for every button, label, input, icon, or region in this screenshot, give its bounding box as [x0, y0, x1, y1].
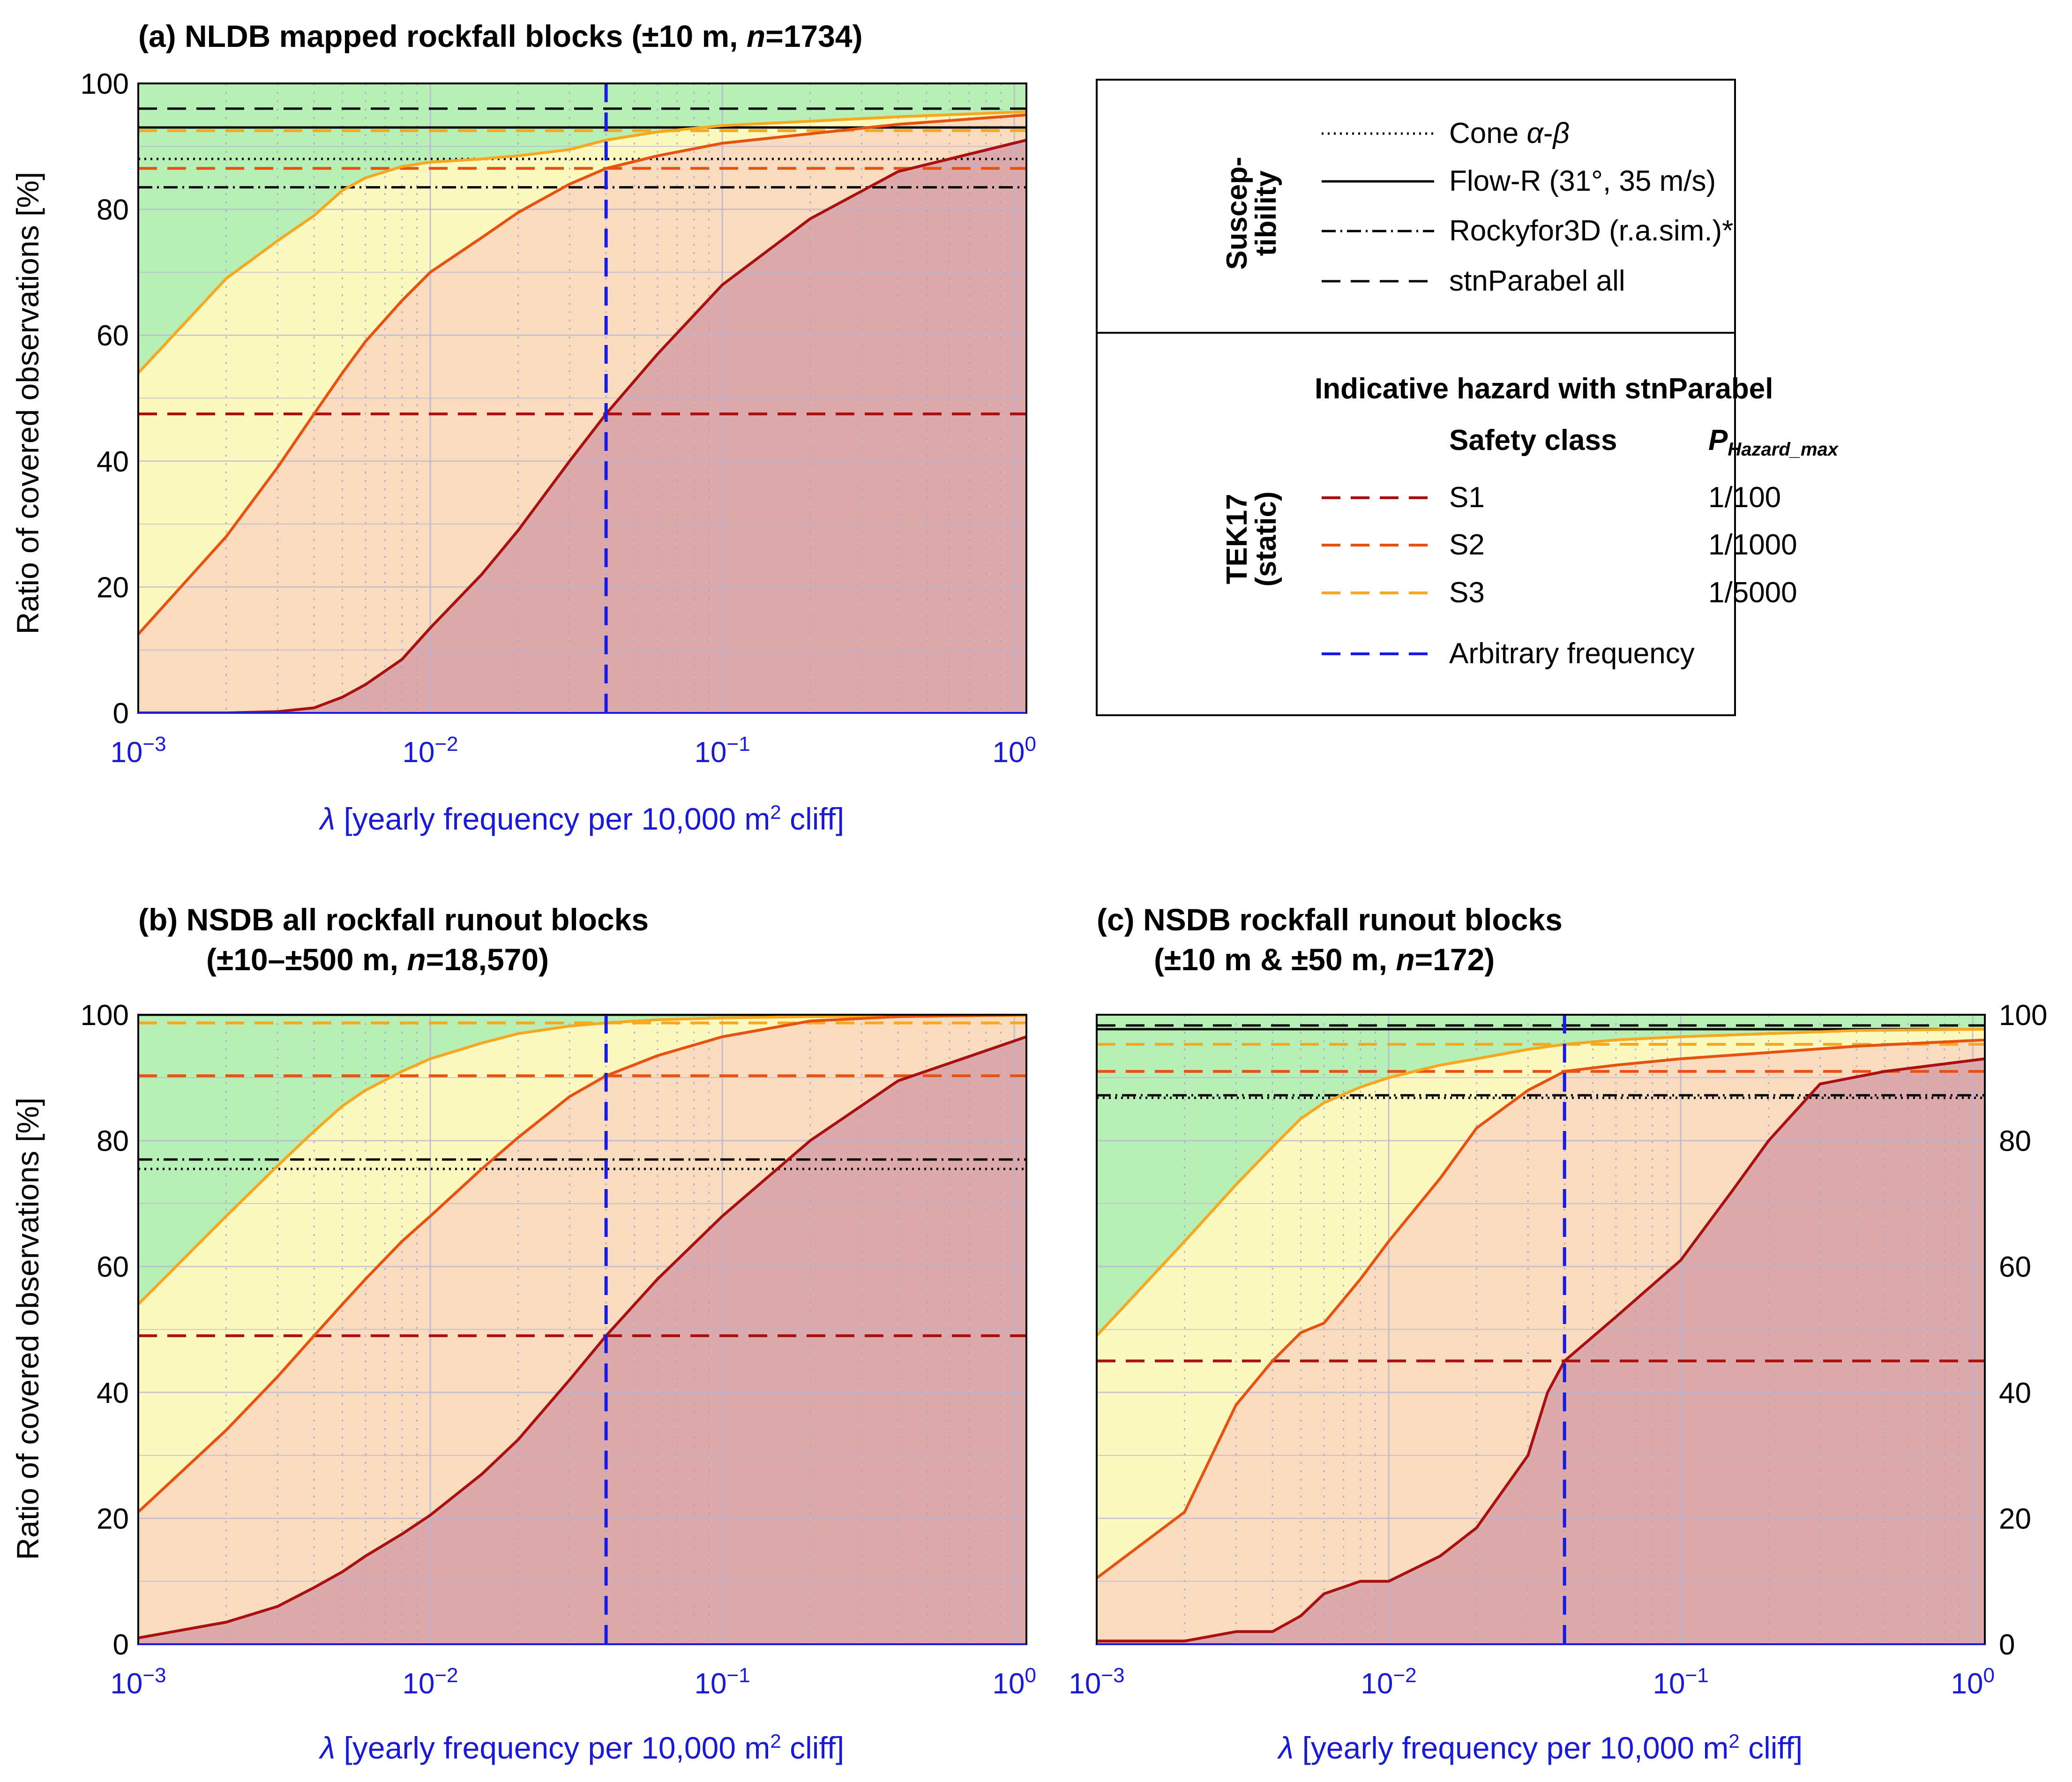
y-tick-label-a: 20 — [97, 571, 129, 604]
panel-b-title-line1: (b) NSDB all rockfall runout blocks — [138, 902, 649, 937]
y-tick-label-b: 100 — [81, 999, 129, 1032]
y-tick-label-a: 100 — [81, 68, 129, 100]
x-axis-label-a: λ [yearly frequency per 10,000 m2 cliff] — [319, 801, 845, 837]
x-tick-label-c: 10−2 — [1361, 1664, 1416, 1700]
y-tick-label-c: 40 — [1999, 1377, 2031, 1409]
y-tick-label-b: 60 — [97, 1251, 129, 1283]
series-s1-b — [138, 1035, 1026, 1640]
y-tick-label-a: 40 — [97, 446, 129, 478]
panel-c-title-line2: (±10 m & ±50 m, n=172) — [1154, 942, 1495, 977]
series-s3-b — [138, 1015, 1026, 1305]
y-tick-label-c: 100 — [1999, 999, 2047, 1032]
x-tick-label-c: 10−1 — [1653, 1664, 1709, 1700]
x-tick-label-b: 10−3 — [110, 1664, 166, 1700]
plot-c: 0 20 40 60 80 100 10−3 10−2 10−1 100 — [1069, 999, 2047, 1700]
y-axis-label-a: Ratio of covered observations [%] — [10, 172, 45, 635]
panel-b-title-line2: (±10–±500 m, n=18,570) — [206, 942, 549, 977]
series-s1-c — [1097, 1057, 1985, 1643]
y-tick-label-a: 80 — [97, 194, 129, 226]
legend-stn-label: stnParabel all — [1449, 265, 1625, 297]
series-s2-a — [138, 113, 1026, 636]
plot-area-c — [1097, 1015, 1985, 1644]
legend-arb-label: Arbitrary frequency — [1449, 637, 1695, 670]
x-axis-label-b: λ [yearly frequency per 10,000 m2 cliff] — [319, 1730, 845, 1766]
y-tick-label-b: 20 — [97, 1503, 129, 1535]
legend-box — [1096, 79, 1736, 716]
x-tick-label-a: 10−2 — [402, 733, 458, 769]
y-axis-label-b: Ratio of covered observations [%] — [10, 1098, 45, 1560]
series-s1-a — [138, 138, 1026, 713]
legend-s1-label: S1 — [1449, 481, 1485, 514]
x-tick-label-c: 100 — [1951, 1664, 1994, 1700]
y-tick-label-a: 60 — [97, 320, 129, 352]
y-tick-label-c: 60 — [1999, 1251, 2031, 1283]
panel-c: (c) NSDB rockfall runout blocks (±10 m &… — [1069, 902, 2047, 1765]
legend-cone-label: Cone α-β — [1449, 117, 1570, 150]
legend-s3-p: 1/5000 — [1708, 577, 1797, 609]
y-tick-label-c: 0 — [1999, 1629, 2015, 1661]
legend-s2-p: 1/1000 — [1708, 529, 1797, 561]
panel-b: (b) NSDB all rockfall runout blocks (±10… — [10, 902, 1036, 1765]
y-tick-label-c: 20 — [1999, 1503, 2031, 1535]
series-s2-b — [138, 1015, 1026, 1513]
legend-p-header: PHazard_max — [1708, 424, 1839, 460]
x-axis-label-c: λ [yearly frequency per 10,000 m2 cliff] — [1277, 1730, 1803, 1766]
y-tick-label-b: 0 — [113, 1629, 129, 1661]
x-tick-label-b: 100 — [992, 1664, 1036, 1700]
y-tick-label-a: 0 — [113, 697, 129, 730]
x-tick-label-b: 10−1 — [695, 1664, 750, 1700]
fill-below-s1-b — [138, 1037, 1026, 1644]
legend-group1-label: Suscep-tibility — [1221, 157, 1282, 270]
panel-a-title: (a) NLDB mapped rockfall blocks (±10 m, … — [138, 19, 863, 53]
plot-a: 0 20 40 60 80 100 10−3 10−2 10−1 100 — [81, 68, 1036, 769]
legend-rocky-label: Rockyfor3D (r.a.sim.)* — [1449, 215, 1733, 247]
fill-below-s1-a — [138, 140, 1026, 713]
x-tick-label-a: 10−3 — [110, 733, 166, 769]
legend-safety-header: Safety class — [1449, 424, 1617, 457]
legend-flowr-label: Flow-R (31°, 35 m/s) — [1449, 165, 1716, 197]
fill-below-s1-c — [1097, 1059, 1985, 1644]
plot-area-b — [138, 1015, 1026, 1644]
x-tick-label-c: 10−3 — [1069, 1664, 1124, 1700]
x-tick-label-b: 10−2 — [402, 1664, 458, 1700]
panel-c-title-line1: (c) NSDB rockfall runout blocks — [1097, 902, 1563, 937]
x-tick-label-a: 10−1 — [695, 733, 750, 769]
y-tick-label-c: 80 — [1999, 1125, 2031, 1158]
x-tick-label-a: 100 — [992, 733, 1036, 769]
legend-s2-label: S2 — [1449, 529, 1485, 561]
legend-hazard-title: Indicative hazard with stnParabel — [1315, 373, 1773, 405]
series-s2-c — [1097, 1038, 1985, 1580]
legend: Suscep-tibility TEK17(static) Cone α-β F… — [1096, 79, 1839, 716]
panel-a: (a) NLDB mapped rockfall blocks (±10 m, … — [10, 19, 1036, 836]
legend-s3-label: S3 — [1449, 577, 1485, 609]
y-tick-label-b: 80 — [97, 1125, 129, 1158]
legend-group2-label: TEK17(static) — [1221, 491, 1282, 586]
series-s3-c — [1097, 1027, 1985, 1337]
y-tick-label-b: 40 — [97, 1377, 129, 1409]
plot-b: 0 20 40 60 80 100 10−3 10−2 10−1 100 — [81, 999, 1036, 1700]
plot-area-a — [138, 83, 1026, 713]
series-s3-a — [138, 110, 1026, 374]
legend-s1-p: 1/100 — [1708, 481, 1781, 514]
